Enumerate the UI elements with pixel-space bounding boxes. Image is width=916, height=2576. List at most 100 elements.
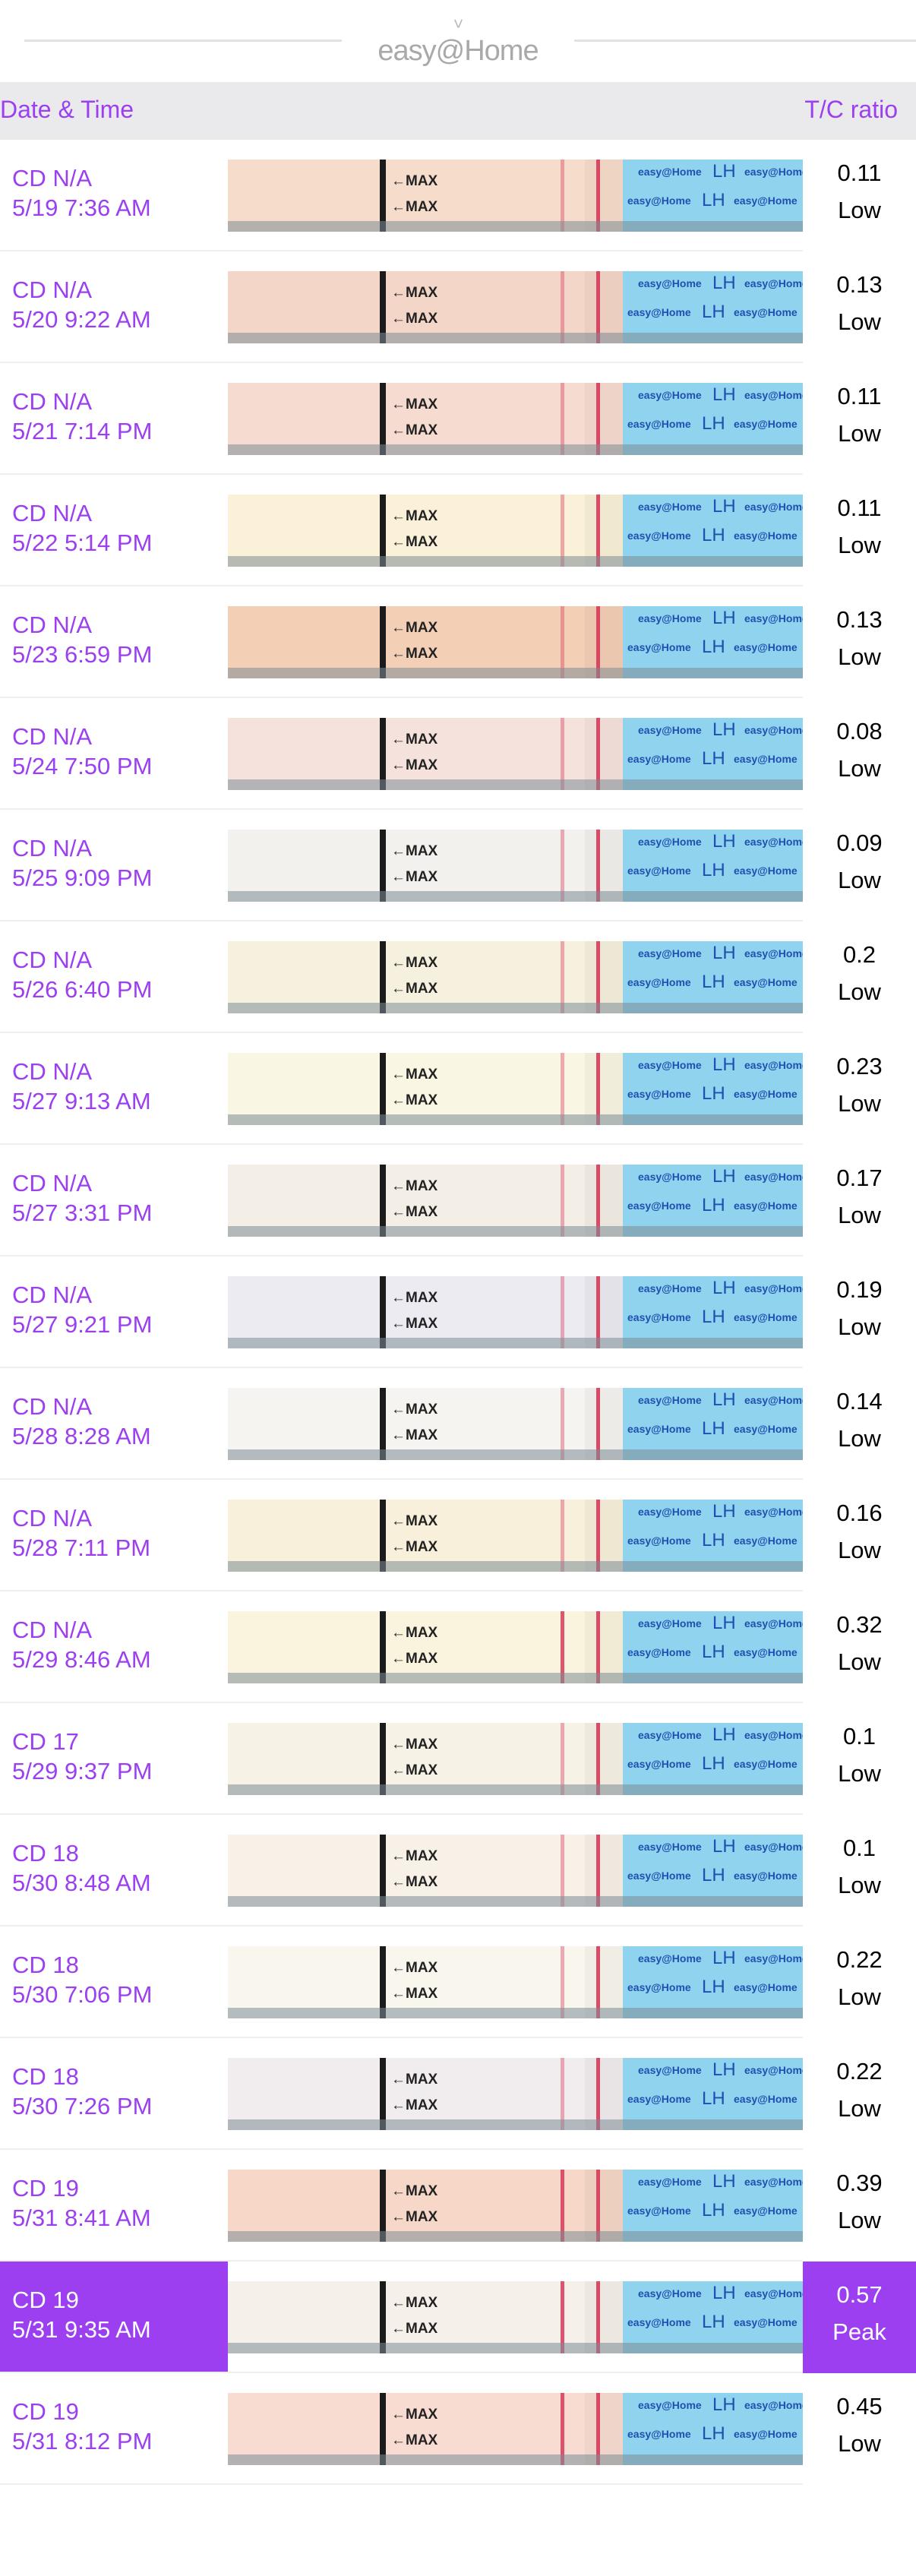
test-row[interactable]: CD 18 5/30 8:48 AM ←MAX ←MAX easy@Home L… bbox=[0, 1815, 916, 1926]
test-row[interactable]: CD N/A 5/25 9:09 PM ←MAX ←MAX easy@Home … bbox=[0, 810, 916, 921]
strip-packaging bbox=[228, 1896, 803, 1907]
test-row[interactable]: CD N/A 5/29 8:46 AM ←MAX ←MAX easy@Home … bbox=[0, 1591, 916, 1703]
cycle-day: CD N/A bbox=[12, 1617, 93, 1643]
test-strip-photo[interactable]: ←MAX ←MAX easy@Home LH easy@Home easy@Ho… bbox=[228, 271, 803, 343]
cycle-day: CD N/A bbox=[12, 835, 93, 861]
test-row[interactable]: CD N/A 5/24 7:50 PM ←MAX ←MAX easy@Home … bbox=[0, 698, 916, 810]
date-cell: CD N/A 5/25 9:09 PM bbox=[0, 810, 228, 921]
lh-level: Peak bbox=[832, 2318, 886, 2345]
test-row[interactable]: CD N/A 5/22 5:14 PM ←MAX ←MAX easy@Home … bbox=[0, 475, 916, 586]
test-strip-photo[interactable]: ←MAX ←MAX easy@Home LH easy@Home easy@Ho… bbox=[228, 1946, 803, 2018]
brand-label: easy@Home bbox=[734, 1758, 798, 1770]
lh-level: Low bbox=[838, 532, 881, 558]
lh-label: LH bbox=[702, 2312, 725, 2332]
tc-ratio-value: 0.45 bbox=[836, 2393, 883, 2420]
test-row[interactable]: CD N/A 5/27 3:31 PM ←MAX ←MAX easy@Home … bbox=[0, 1145, 916, 1256]
test-strip-photo[interactable]: ←MAX ←MAX easy@Home LH easy@Home easy@Ho… bbox=[228, 1388, 803, 1460]
ratio-cell: 0.39 Low bbox=[803, 2150, 916, 2262]
test-datetime: 5/27 9:13 AM bbox=[12, 1088, 151, 1114]
cycle-day: CD N/A bbox=[12, 277, 93, 303]
lh-level: Low bbox=[838, 1760, 881, 1787]
test-strip-photo[interactable]: ←MAX ←MAX easy@Home LH easy@Home easy@Ho… bbox=[228, 2058, 803, 2130]
tc-ratio-value: 0.08 bbox=[836, 718, 883, 744]
max-label: ←MAX bbox=[391, 869, 438, 885]
test-strip-photo[interactable]: ←MAX ←MAX easy@Home LH easy@Home easy@Ho… bbox=[228, 160, 803, 232]
test-strip-photo[interactable]: ←MAX ←MAX easy@Home LH easy@Home easy@Ho… bbox=[228, 383, 803, 455]
brand-label: easy@Home bbox=[627, 864, 691, 877]
test-row[interactable]: CD N/A 5/23 6:59 PM ←MAX ←MAX easy@Home … bbox=[0, 586, 916, 698]
max-line bbox=[380, 941, 386, 1013]
test-row[interactable]: CD 18 5/30 7:06 PM ←MAX ←MAX easy@Home L… bbox=[0, 1926, 916, 2038]
divider bbox=[574, 40, 916, 42]
test-row[interactable]: CD N/A 5/19 7:36 AM ←MAX ←MAX easy@Home … bbox=[0, 140, 916, 251]
test-strip-photo[interactable]: ←MAX ←MAX easy@Home LH easy@Home easy@Ho… bbox=[228, 1723, 803, 1795]
test-line bbox=[561, 1388, 564, 1460]
strip-handle: easy@Home LH easy@Home easy@Home LH easy… bbox=[623, 495, 803, 567]
max-label: ←MAX bbox=[391, 2321, 438, 2337]
test-strip-photo[interactable]: ←MAX ←MAX easy@Home LH easy@Home easy@Ho… bbox=[228, 495, 803, 567]
brand-label: easy@Home bbox=[638, 277, 702, 289]
test-strip-photo[interactable]: ←MAX ←MAX easy@Home LH easy@Home easy@Ho… bbox=[228, 941, 803, 1013]
sprout-icon: ⱽ bbox=[453, 16, 463, 39]
tc-ratio-value: 0.19 bbox=[836, 1276, 883, 1303]
test-strip-photo[interactable]: ←MAX ←MAX easy@Home LH easy@Home easy@Ho… bbox=[228, 2281, 803, 2353]
lh-label: LH bbox=[712, 161, 736, 182]
test-strip-photo[interactable]: ←MAX ←MAX easy@Home LH easy@Home easy@Ho… bbox=[228, 1276, 803, 1348]
test-strip-photo[interactable]: ←MAX ←MAX easy@Home LH easy@Home easy@Ho… bbox=[228, 606, 803, 678]
lh-label: LH bbox=[702, 860, 725, 880]
tc-ratio-value: 0.09 bbox=[836, 830, 883, 856]
test-strip-photo[interactable]: ←MAX ←MAX easy@Home LH easy@Home easy@Ho… bbox=[228, 2170, 803, 2242]
lh-label: LH bbox=[712, 1278, 736, 1298]
test-datetime: 5/24 7:50 PM bbox=[12, 753, 153, 779]
test-line bbox=[561, 941, 564, 1013]
test-row[interactable]: CD 19 5/31 8:12 PM ←MAX ←MAX easy@Home L… bbox=[0, 2373, 916, 2485]
test-strip-photo[interactable]: ←MAX ←MAX easy@Home LH easy@Home easy@Ho… bbox=[228, 1165, 803, 1237]
test-row[interactable]: CD N/A 5/21 7:14 PM ←MAX ←MAX easy@Home … bbox=[0, 363, 916, 475]
test-strip-photo[interactable]: ←MAX ←MAX easy@Home LH easy@Home easy@Ho… bbox=[228, 1611, 803, 1683]
strip-handle: easy@Home LH easy@Home easy@Home LH easy… bbox=[623, 1053, 803, 1125]
test-row[interactable]: CD 17 5/29 9:37 PM ←MAX ←MAX easy@Home L… bbox=[0, 1703, 916, 1815]
strip-handle: easy@Home LH easy@Home easy@Home LH easy… bbox=[623, 2393, 803, 2465]
brand-label: easy@Home bbox=[744, 1617, 803, 1629]
test-strip-photo[interactable]: ←MAX ←MAX easy@Home LH easy@Home easy@Ho… bbox=[228, 830, 803, 902]
test-row[interactable]: CD N/A 5/27 9:21 PM ←MAX ←MAX easy@Home … bbox=[0, 1256, 916, 1368]
test-row[interactable]: CD N/A 5/20 9:22 AM ←MAX ←MAX easy@Home … bbox=[0, 251, 916, 363]
lh-level: Low bbox=[838, 308, 881, 335]
max-label: ←MAX bbox=[391, 2432, 438, 2448]
lh-label: LH bbox=[702, 972, 725, 992]
row-divider bbox=[0, 1478, 803, 1480]
test-row[interactable]: CD 19 5/31 8:41 AM ←MAX ←MAX easy@Home L… bbox=[0, 2150, 916, 2262]
max-line bbox=[380, 1500, 386, 1572]
brand-label: easy@Home bbox=[627, 976, 691, 988]
test-row[interactable]: CD N/A 5/28 8:28 AM ←MAX ←MAX easy@Home … bbox=[0, 1368, 916, 1480]
test-strip-photo[interactable]: ←MAX ←MAX easy@Home LH easy@Home easy@Ho… bbox=[228, 1835, 803, 1907]
row-divider bbox=[0, 1032, 803, 1033]
brand-label: easy@Home bbox=[744, 501, 803, 513]
test-row[interactable]: CD 18 5/30 7:26 PM ←MAX ←MAX easy@Home L… bbox=[0, 2038, 916, 2150]
strip-packaging bbox=[228, 668, 803, 678]
date-cell: CD N/A 5/24 7:50 PM bbox=[0, 698, 228, 810]
max-line bbox=[380, 1276, 386, 1348]
max-label: ←MAX bbox=[391, 1316, 438, 1332]
test-strip-photo[interactable]: ←MAX ←MAX easy@Home LH easy@Home easy@Ho… bbox=[228, 2393, 803, 2465]
tc-ratio-value: 0.11 bbox=[837, 160, 882, 186]
control-line bbox=[596, 2058, 600, 2130]
brand-label: easy@Home bbox=[638, 166, 702, 178]
test-row[interactable]: CD N/A 5/26 6:40 PM ←MAX ←MAX easy@Home … bbox=[0, 921, 916, 1033]
test-row[interactable]: CD N/A 5/28 7:11 PM ←MAX ←MAX easy@Home … bbox=[0, 1480, 916, 1591]
test-strip-photo[interactable]: ←MAX ←MAX easy@Home LH easy@Home easy@Ho… bbox=[228, 1053, 803, 1125]
control-line bbox=[596, 718, 600, 790]
date-cell: CD N/A 5/28 8:28 AM bbox=[0, 1368, 228, 1480]
test-datetime: 5/29 9:37 PM bbox=[12, 1758, 153, 1784]
strip-handle: easy@Home LH easy@Home easy@Home LH easy… bbox=[623, 1835, 803, 1907]
tc-ratio-value: 0.2 bbox=[842, 941, 877, 968]
test-row[interactable]: CD N/A 5/27 9:13 AM ←MAX ←MAX easy@Home … bbox=[0, 1033, 916, 1145]
max-label: ←MAX bbox=[391, 1960, 438, 1976]
brand-label: easy@Home bbox=[638, 2176, 702, 2188]
test-strip-photo[interactable]: ←MAX ←MAX easy@Home LH easy@Home easy@Ho… bbox=[228, 1500, 803, 1572]
test-strip-photo[interactable]: ←MAX ←MAX easy@Home LH easy@Home easy@Ho… bbox=[228, 718, 803, 790]
strip-packaging bbox=[228, 1338, 803, 1348]
test-row[interactable]: CD 19 5/31 9:35 AM ←MAX ←MAX easy@Home L… bbox=[0, 2262, 916, 2373]
lh-label: LH bbox=[702, 2200, 725, 2220]
lh-label: LH bbox=[712, 608, 736, 628]
